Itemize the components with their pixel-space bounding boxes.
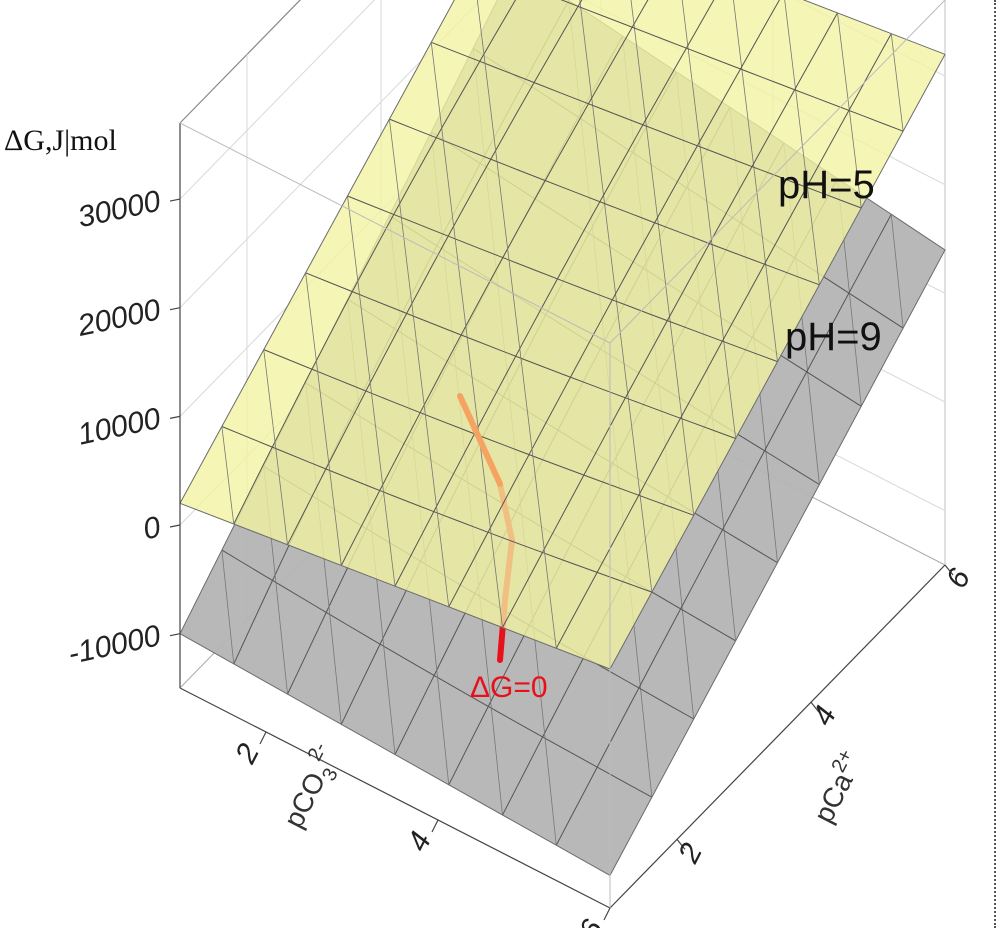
chart-box-front [179, 0, 946, 909]
z-tick-label: 0 [140, 511, 163, 547]
surface-diagonal [784, 0, 820, 285]
delta-g-zero-line-upper [457, 393, 503, 487]
z-tick-label: 20000 [74, 293, 164, 343]
y-axis-label-main: pCa [808, 768, 859, 828]
box-edge [609, 564, 946, 909]
surface-mesh-line [555, 33, 892, 649]
box-edge [179, 122, 611, 344]
surface-diagonal [890, 214, 904, 329]
surface-diagonal [305, 272, 342, 566]
x-tick-label: 6 [573, 914, 610, 928]
page-border [994, 0, 996, 928]
gridline [179, 0, 376, 200]
surface-ph5 [179, 0, 946, 670]
z-tick-mark [169, 524, 181, 528]
delta-g-zero-label: ΔG=0 [470, 671, 548, 704]
surface-mesh-line [287, 0, 583, 545]
x-tick-mark [603, 907, 611, 921]
surface-mesh-line [555, 214, 892, 846]
z-axis-label: ΔG,J|mol [4, 124, 117, 157]
x-axis-label-sup: 2- [304, 739, 332, 765]
z-tick-mark [169, 198, 181, 202]
surface-diagonal [221, 550, 235, 664]
surface-diagonal [221, 426, 235, 525]
surface-diagonal [579, 0, 653, 593]
z-tick-label: 10000 [75, 402, 164, 452]
surface-mesh-line [221, 549, 653, 798]
surface-diagonal [430, 42, 503, 628]
x-axis-label: pCO32- [272, 739, 350, 836]
surface-mesh-line [347, 195, 778, 363]
z-axis-ticks: 30000 20000 10000 0 -10000 [65, 185, 181, 671]
z-tick-mark [169, 307, 181, 311]
surface-label-ph9: pH=9 [785, 315, 882, 359]
surface-diagonal [476, 0, 557, 649]
svg-text:pCa2+: pCa2+ [804, 746, 869, 828]
surface-diagonal [388, 119, 450, 607]
box-edge [179, 687, 611, 909]
surface-mesh-line [340, 0, 649, 566]
z-tick-mark [169, 415, 181, 419]
surface-diagonal [733, 0, 778, 362]
y-tick-label: 4 [806, 701, 843, 731]
x-tick-mark [259, 731, 267, 745]
x-tick-mark [431, 819, 439, 833]
surface-diagonal [681, 0, 737, 439]
surface-diagonal [263, 349, 288, 545]
surface-mesh-line [448, 0, 780, 608]
surface-mesh-line [431, 41, 862, 209]
surface-mesh-line [502, 12, 838, 628]
y-tick-label: 6 [940, 563, 977, 593]
surface-diagonal [890, 33, 904, 132]
svg-text:pCO32-: pCO32- [272, 739, 350, 836]
y-tick-mark [676, 839, 686, 850]
z-tick-label: 30000 [75, 185, 164, 235]
box-edge [609, 0, 946, 344]
delta-g-zero-line [457, 393, 503, 487]
z-tick-label: -10000 [65, 619, 164, 671]
y-tick-mark [810, 701, 820, 713]
surface-diagonal [347, 195, 396, 587]
surface-mesh-line [389, 118, 820, 286]
surface-mesh-line [233, 0, 517, 525]
z-tick-mark [169, 633, 181, 637]
box-edge [179, 0, 301, 124]
y-tick-mark [944, 564, 954, 576]
surface-label-ph5: pH=5 [778, 163, 875, 207]
surface-mesh-line [560, 0, 904, 132]
y-tick-label: 2 [672, 838, 710, 869]
y-axis-label: pCa2+ [804, 746, 869, 828]
